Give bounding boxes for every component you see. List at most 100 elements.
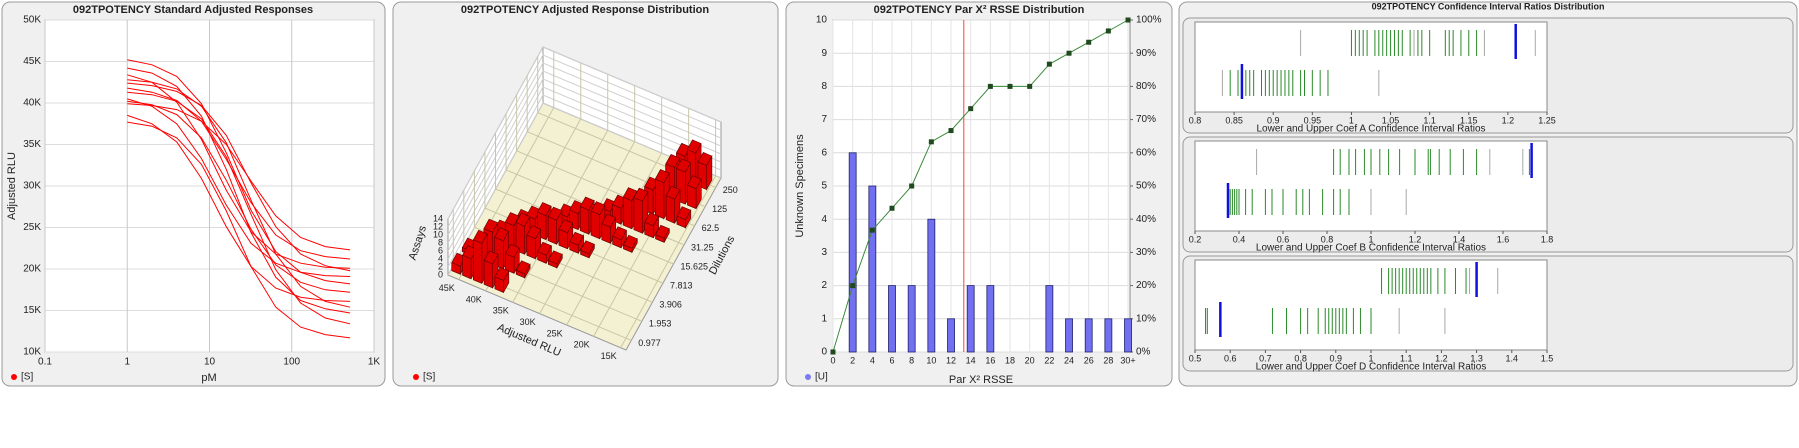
x-tick-label: 45K [439,283,455,293]
x-tick-label: 1.8 [1541,234,1554,244]
bar [654,169,670,220]
bar [612,226,627,249]
x-tick-label: 30K [520,317,536,327]
bar [888,285,896,353]
legend-label: [S] [423,372,435,383]
x-tick-label: 0.2 [1189,234,1202,244]
x-axis-label: Lower and Upper Coef A Confidence Interv… [1256,124,1485,135]
y2-tick-label: 50% [1136,181,1156,192]
bar [907,285,916,353]
grid-line [539,85,636,314]
x-tick-label: 16 [985,355,995,365]
bar [665,185,681,224]
grid-line [566,97,663,326]
chart-title: 092TPOTENCY Par X² RSSE Distribution [874,4,1085,16]
plot-area [1194,140,1548,232]
response-curve [127,103,351,251]
bar [547,206,563,245]
cumulative-marker [909,183,915,189]
legend-label: [S] [21,372,33,383]
cumulative-marker [948,128,954,134]
x-tick-label: 1K [368,357,381,368]
grid-line [620,119,717,348]
z-tick-label: 6 [438,245,443,255]
x-tick-label: 40K [466,294,482,304]
x-tick-label: 0 [830,355,835,365]
x-tick-label: 1.3 [1470,353,1483,363]
bar [622,234,638,254]
y-tick-label: 10K [23,347,41,358]
chart-title: 092TPOTENCY Standard Adjusted Responses [73,4,313,16]
y-tick-label: 25K [23,222,41,233]
y-tick-label: 7 [821,114,827,125]
cumulative-marker [1105,28,1111,34]
x-tick-label: 22 [1044,355,1054,365]
x-tick-label: 6 [889,355,894,365]
y-tick-label: 15.625 [681,261,709,271]
y-tick-label: 7.813 [670,280,693,290]
y-tick-label: 1 [821,313,827,324]
x-axis-label: pM [201,372,216,384]
y-tick-label: 20K [23,264,41,275]
grid-line [484,152,664,284]
bar [483,250,499,290]
x-tick-label: 1.5 [1541,353,1554,363]
cumulative-marker [889,205,895,211]
z-tick-label: 8 [438,237,443,247]
bar [1084,318,1093,353]
x-tick-label: 2 [850,355,855,365]
grid-line [526,75,706,208]
chart-title: 092TPOTENCY Adjusted Response Distributi… [461,4,709,16]
plot-area [1194,259,1548,351]
x-axis-label: Lower and Upper Coef D Confidence Interv… [1256,362,1487,373]
x-tick-label: 18 [1005,355,1015,365]
bar [986,285,995,353]
y-axis-label: Adjusted RLU [6,152,18,220]
y-tick-label: 3.906 [659,300,682,310]
x-tick-label: 1 [1368,234,1373,244]
x-tick-label: 1.4 [1453,234,1466,244]
bar [655,224,670,243]
y2-tick-label: 80% [1136,81,1156,92]
x-tick-label: 14 [966,355,976,365]
cumulative-marker [850,283,856,289]
cumulative-marker [1046,61,1052,67]
grid-line [537,56,716,189]
x-tick-label: 8 [909,355,914,365]
y-tick-label: 35K [23,139,41,150]
y-tick-label: 4 [821,214,827,225]
x-tick-label: 1.6 [1497,234,1510,244]
bar [686,175,702,210]
grid-line [473,171,653,303]
bar [1104,318,1113,353]
y-tick-label: 45K [23,56,41,67]
cumulative-marker [1027,83,1033,89]
y2-tick-label: 30% [1136,247,1156,258]
x-tick-label: 20 [1025,355,1035,365]
bar [526,225,542,260]
x-tick-label: 1.2 [1435,353,1448,363]
bar [868,185,877,353]
x-tick-label: 0.6 [1224,353,1237,363]
response-curve [127,67,351,314]
y-tick-label: 30K [23,181,41,192]
bar [947,318,955,353]
y-tick-label: 50K [23,15,41,26]
y2-tick-label: 40% [1136,214,1156,225]
response-curve [127,87,351,260]
x-tick-label: 26 [1084,355,1094,365]
x-tick-label: 0.8 [1321,234,1334,244]
bar [676,206,692,229]
bar [644,212,660,239]
y-tick-label: 0.977 [638,338,661,348]
x-tick-label: 100 [283,357,300,368]
x-tick-label: 0.8 [1189,115,1202,125]
x-tick-label: 1.2 [1409,234,1422,244]
x-tick-label: 0.85 [1225,115,1243,125]
y-tick-label: 0 [821,347,827,358]
bar [515,212,531,255]
cumulative-marker [1007,83,1013,89]
y-tick-label: 3 [821,247,827,258]
bar [580,240,595,259]
